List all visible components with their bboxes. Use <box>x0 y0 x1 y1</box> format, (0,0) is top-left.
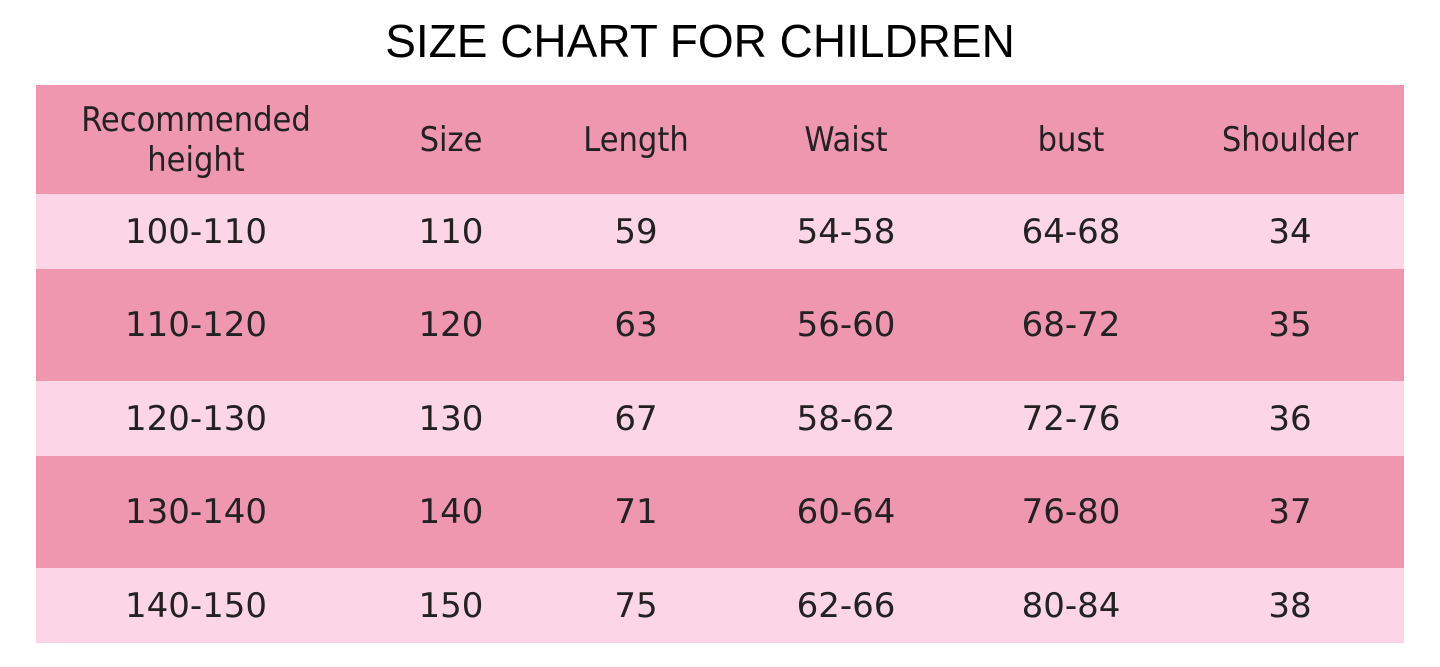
table-cell: 71 <box>546 456 726 568</box>
table-cell: 54-58 <box>726 194 966 269</box>
table-cell: 36 <box>1176 381 1404 456</box>
table-cell: 110 <box>356 194 546 269</box>
table-cell: 72-76 <box>966 381 1176 456</box>
table-body: 100-110 110 59 54-58 64-68 34 110-120 120 63 56-6… <box>36 194 1404 643</box>
table-cell: 60-64 <box>726 456 966 568</box>
table-cell: 35 <box>1176 269 1404 381</box>
table-cell: 76-80 <box>966 456 1176 568</box>
size-table: Recommended height Size Length Waist bust Sho… <box>36 85 1404 643</box>
table-row: 120-130 130 67 58-62 72-76 36 <box>36 381 1404 456</box>
table-cell: 120-130 <box>36 381 356 456</box>
table-row: 100-110 110 59 54-58 64-68 34 <box>36 194 1404 269</box>
table-cell: 100-110 <box>36 194 356 269</box>
table-cell: 120 <box>356 269 546 381</box>
table-cell: 150 <box>356 568 546 643</box>
table-row: 140-150 150 75 62-66 80-84 38 <box>36 568 1404 643</box>
table-cell: 38 <box>1176 568 1404 643</box>
table-cell: 59 <box>546 194 726 269</box>
table-cell: 67 <box>546 381 726 456</box>
table-row: 130-140 140 71 60-64 76-80 37 <box>36 456 1404 568</box>
table-cell: 140-150 <box>36 568 356 643</box>
table-cell: 62-66 <box>726 568 966 643</box>
table-cell: 130-140 <box>36 456 356 568</box>
table-cell: 37 <box>1176 456 1404 568</box>
column-header: Recommended height <box>36 85 356 194</box>
column-header: Length <box>546 85 726 194</box>
column-header: bust <box>966 85 1176 194</box>
table-cell: 68-72 <box>966 269 1176 381</box>
table-cell: 130 <box>356 381 546 456</box>
table-cell: 63 <box>546 269 726 381</box>
table-row: 110-120 120 63 56-60 68-72 35 <box>36 269 1404 381</box>
table-cell: 140 <box>356 456 546 568</box>
column-header: Waist <box>726 85 966 194</box>
table-cell: 75 <box>546 568 726 643</box>
table-cell: 110-120 <box>36 269 356 381</box>
table-cell: 58-62 <box>726 381 966 456</box>
table-cell: 80-84 <box>966 568 1176 643</box>
column-header: Size <box>356 85 546 194</box>
title: SIZE CHART FOR CHILDREN <box>385 15 1015 67</box>
column-header: Shoulder <box>1176 85 1404 194</box>
table-cell: 64-68 <box>966 194 1176 269</box>
table-cell: 34 <box>1176 194 1404 269</box>
table-cell: 56-60 <box>726 269 966 381</box>
header-row: Recommended height Size Length Waist bust Sho… <box>36 85 1404 194</box>
